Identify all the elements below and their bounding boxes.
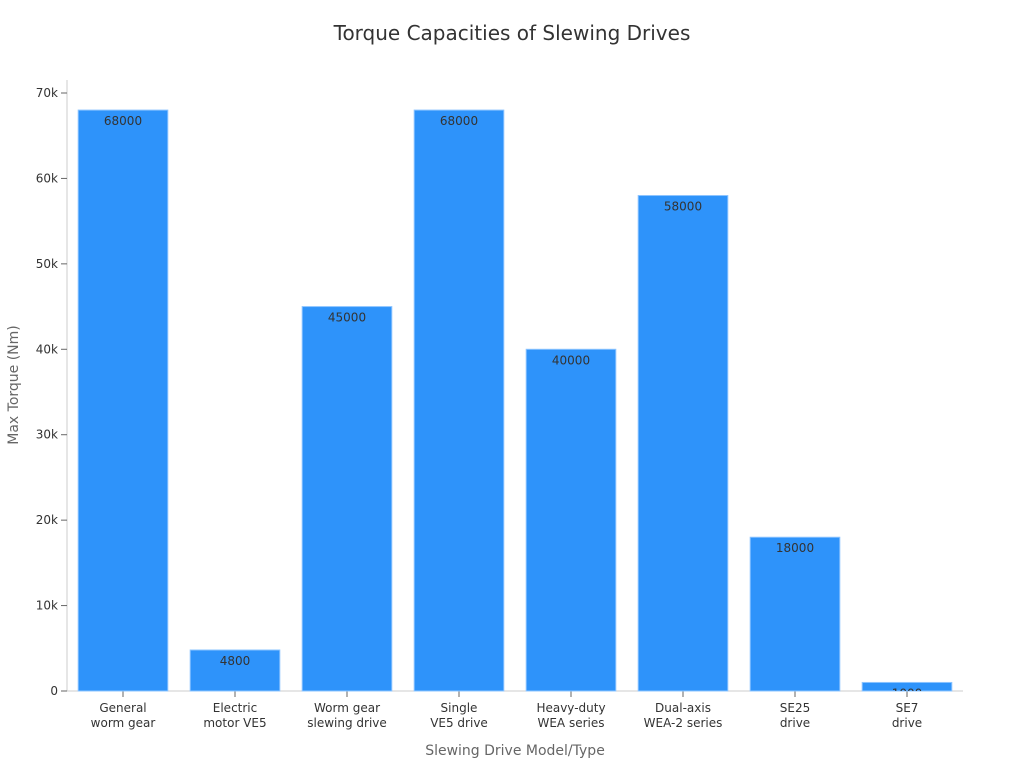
bar: [77, 109, 169, 692]
y-tick-label: 10k: [36, 599, 58, 613]
x-tick-label: worm gear: [91, 716, 156, 730]
y-tick-label: 60k: [36, 171, 58, 185]
x-tick-label: Single: [441, 701, 478, 715]
x-tick-label: Dual-axis: [655, 701, 711, 715]
data-label: 45000: [328, 311, 366, 325]
x-axis-label: Slewing Drive Model/Type: [425, 743, 605, 759]
x-tick-label: Heavy-duty: [536, 701, 605, 715]
y-tick-label: 0: [50, 684, 58, 698]
x-tick-label: General: [99, 701, 146, 715]
data-label: 4800: [220, 654, 251, 668]
y-axis-label: Max Torque (Nm): [6, 325, 22, 445]
x-tick-label: SE7: [896, 701, 919, 715]
x-tick-label: motor VE5: [203, 716, 266, 730]
bar: [189, 649, 281, 692]
bar: [301, 306, 393, 692]
x-tick-label: VE5 drive: [430, 716, 488, 730]
x-tick-label: SE25: [780, 701, 810, 715]
y-tick-label: 30k: [36, 428, 58, 442]
y-tick-label: 40k: [36, 342, 58, 356]
data-label: 18000: [776, 541, 814, 555]
bar: [525, 348, 617, 692]
x-tick-label: drive: [892, 716, 922, 730]
y-tick-label: 20k: [36, 513, 58, 527]
bar: [637, 195, 729, 692]
x-tick-label: slewing drive: [307, 716, 387, 730]
x-tick-label: drive: [780, 716, 810, 730]
data-label: 68000: [440, 114, 478, 128]
x-tick-label: Worm gear: [314, 701, 380, 715]
x-tick-label: Electric: [213, 701, 257, 715]
data-label: 40000: [552, 353, 590, 367]
bar: [861, 681, 953, 692]
data-label: 68000: [104, 114, 142, 128]
y-tick-label: 50k: [36, 257, 58, 271]
chart-title: Torque Capacities of Slewing Drives: [333, 21, 691, 45]
x-tick-label: WEA series: [537, 716, 604, 730]
bar: [413, 109, 505, 692]
data-label: 58000: [664, 200, 702, 214]
bar: [749, 536, 841, 692]
data-label: 1000: [892, 686, 923, 700]
x-tick-label: WEA-2 series: [644, 716, 723, 730]
y-tick-label: 70k: [36, 86, 58, 100]
